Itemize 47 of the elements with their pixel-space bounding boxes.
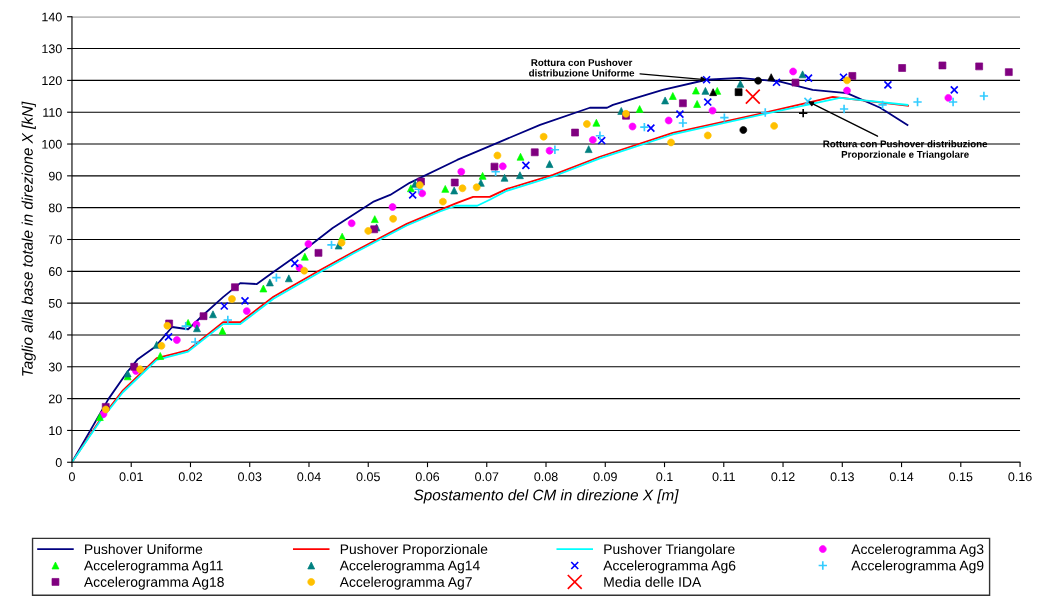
x-tick-label: 0.14 xyxy=(889,472,914,482)
legend-label: Accelerogramma Ag7 xyxy=(339,576,472,590)
x-tick-label: 0.05 xyxy=(356,472,380,482)
y-tick-label: 130 xyxy=(42,44,62,54)
y-tick-label: 120 xyxy=(42,76,62,86)
y-axis-title: Taglio alla base totale in direzione X [kN] xyxy=(21,101,36,376)
x-tick-label: 0 xyxy=(68,472,75,482)
x-tick-label: 0.07 xyxy=(475,472,499,482)
x-tick-label: 0.02 xyxy=(178,472,203,482)
legend-label: Pushover Triangolare xyxy=(604,543,735,557)
y-tick-label: 20 xyxy=(48,394,62,404)
legend-label: Accelerogramma Ag3 xyxy=(851,543,984,557)
x-tick-label: 0.13 xyxy=(830,472,854,482)
x-tick-label: 0.08 xyxy=(534,472,558,482)
x-axis-title: Spostamento del CM in direzione X [m] xyxy=(413,489,679,504)
legend-label: Accelerogramma Ag11 xyxy=(83,560,223,574)
y-tick-label: 90 xyxy=(48,171,62,181)
y-tick-label: 10 xyxy=(49,426,62,436)
legend-label: Accelerogramma Ag14 xyxy=(339,560,480,574)
x-tick-label: 0.03 xyxy=(238,472,262,482)
annotation: Rottura con Pushover distribuzione Proporzionale e Triangolare xyxy=(823,140,988,160)
y-tick-label: 140 xyxy=(42,12,62,22)
x-tick-label: 0.12 xyxy=(771,472,795,482)
legend-label: Accelerogramma Ag18 xyxy=(83,576,224,590)
y-tick-label: 100 xyxy=(42,139,62,149)
x-tick-label: 0.11 xyxy=(712,472,735,482)
x-tick-label: 0.15 xyxy=(949,472,973,482)
x-tick-label: 0.09 xyxy=(593,472,617,482)
y-tick-label: 50 xyxy=(48,298,62,308)
legend-label: Pushover Uniforme xyxy=(85,543,203,555)
y-tick-label: 70 xyxy=(48,235,62,245)
legend-label: Accelerogramma Ag9 xyxy=(851,560,984,574)
x-tick-label: 0.16 xyxy=(1008,472,1032,482)
y-tick-label: 0 xyxy=(55,458,62,467)
legend-label: Media delle IDA xyxy=(604,576,702,587)
legend-label: Accelerogramma Ag6 xyxy=(603,560,736,574)
y-tick-label: 60 xyxy=(48,267,62,276)
y-tick-label: 110 xyxy=(43,108,62,117)
x-tick-label: 0.1 xyxy=(656,472,673,482)
x-tick-label: 0.06 xyxy=(415,472,440,482)
legend-label: Pushover Proporzionale xyxy=(340,543,488,557)
y-tick-label: 80 xyxy=(48,203,62,213)
x-tick-label: 0.04 xyxy=(297,472,321,482)
y-tick-label: 40 xyxy=(48,330,62,340)
y-tick-label: 30 xyxy=(48,362,62,372)
annotation: Rottura con Pushover distribuzione Uniforme xyxy=(529,58,635,77)
x-tick-label: 0.01 xyxy=(119,472,143,482)
